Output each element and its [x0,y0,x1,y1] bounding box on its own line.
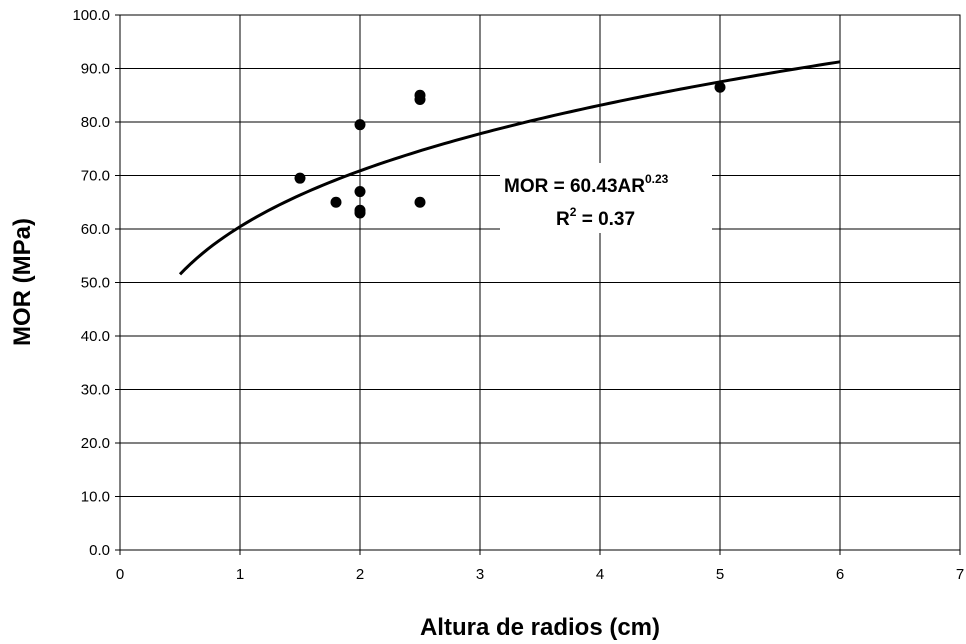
y-tick-label: 10.0 [81,489,110,506]
y-tick-label: 90.0 [81,61,110,78]
axis-ticks [115,14,961,555]
y-tick-label: 80.0 [81,114,110,131]
y-tick-label: 20.0 [81,435,110,452]
r-squared-label: R2 = 0.37 [556,205,635,230]
x-tick-label: 2 [356,566,364,583]
data-point [354,207,366,219]
r-squared-prefix: R [556,209,570,230]
y-tick-label: 0.0 [89,542,110,559]
x-axis-title: Altura de radios (cm) [420,614,660,641]
x-tick-label: 1 [236,566,244,583]
y-tick-label: 70.0 [81,168,110,185]
data-point [714,81,726,93]
equation-exponent: 0.23 [645,172,669,186]
data-point [414,196,426,208]
data-point [330,196,342,208]
data-points [294,81,726,219]
y-tick-labels: 0.0 10.0 20.0 30.0 40.0 50.0 60.0 70.0 80.0 90.0 1… [72,7,110,559]
y-axis-title: MOR (MPa) [9,218,36,346]
r-squared-exponent: 2 [570,205,577,219]
equation-main: MOR = 60.43AR [504,176,645,197]
equation-label: MOR = 60.43AR0.23 [504,172,669,197]
y-tick-label: 50.0 [81,275,110,292]
x-tick-label: 0 [116,566,124,583]
x-tick-label: 6 [836,566,844,583]
data-point [414,94,426,106]
y-tick-label: 60.0 [81,221,110,238]
y-tick-label: 40.0 [81,328,110,345]
r-squared-value: = 0.37 [576,209,635,230]
x-tick-label: 5 [716,566,724,583]
x-tick-labels: 0 1 2 3 4 5 6 7 [116,566,964,583]
y-tick-label: 30.0 [81,382,110,399]
data-point [354,186,366,198]
x-tick-label: 3 [476,566,484,583]
x-tick-label: 4 [596,566,604,583]
equation-box [500,163,712,233]
y-tick-label: 100.0 [72,7,110,24]
trendline [178,60,841,276]
x-tick-label: 7 [956,566,964,583]
data-point [294,172,306,184]
data-point [354,119,366,131]
